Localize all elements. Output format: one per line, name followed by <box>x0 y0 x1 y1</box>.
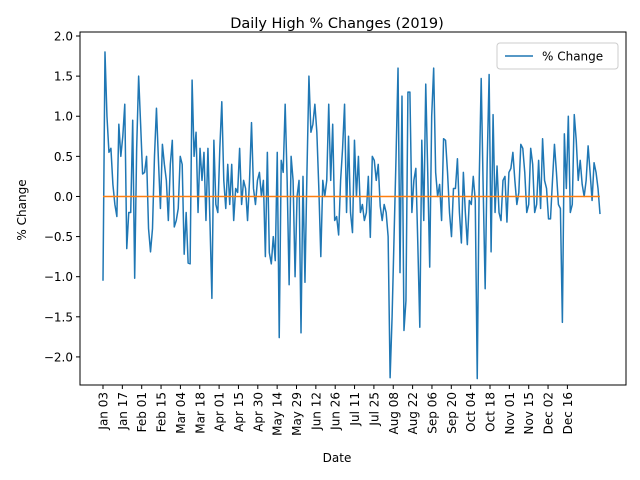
x-tick-label: May 29 <box>290 392 304 436</box>
y-tick-label: 1.5 <box>54 70 73 84</box>
x-tick-label: Sep 06 <box>425 392 439 434</box>
series-layer <box>102 51 601 380</box>
y-axis: 2.0 1.5 1.0 0.5 0.0 −0.5 −1.0 −1.5 −2.0 <box>44 30 80 364</box>
x-tick-label: Nov 01 <box>503 392 517 435</box>
legend-label: % Change <box>542 50 603 64</box>
x-tick-label: Aug 08 <box>387 392 401 435</box>
x-tick-label: Apr 30 <box>251 392 265 432</box>
x-tick-label: Oct 18 <box>484 392 498 432</box>
x-tick-label: Oct 04 <box>464 392 478 432</box>
x-tick-label: Aug 22 <box>406 392 420 435</box>
x-tick-label: Sep 20 <box>445 392 459 434</box>
y-tick-label: −2.0 <box>44 350 73 364</box>
y-tick-label: −1.5 <box>44 310 73 324</box>
y-tick-label: 0.5 <box>54 150 73 164</box>
y-axis-label: % Change <box>15 179 29 240</box>
x-tick-label: Feb 15 <box>155 392 169 432</box>
plot-area: 2.01.51.00.50.0−0.5−1.0−1.5−2.0 Jan 03 Ja… <box>44 30 627 436</box>
series-line-percent-change <box>102 51 601 380</box>
x-tick-label: Mar 18 <box>193 392 207 434</box>
x-tick-label: Mar 04 <box>174 392 188 434</box>
x-tick-label: Jun 12 <box>309 392 323 431</box>
chart-title: Daily High % Changes (2019) <box>230 16 444 32</box>
legend: % Change <box>496 42 619 70</box>
legend-box <box>496 42 619 70</box>
y-tick-label: 1.0 <box>54 110 73 124</box>
y-tick-label: −0.5 <box>44 230 73 244</box>
y-tick-label: 2.0 <box>54 30 73 44</box>
x-tick-label: Apr 15 <box>232 392 246 432</box>
y-tick-label: 0.0 <box>54 190 73 204</box>
x-axis-label: Date <box>323 451 352 465</box>
x-axis: Jan 03 Jan 17 Feb 01 Feb 15 Mar 04 Mar 18 Apr … <box>97 385 575 436</box>
x-tick-label: Jan 03 <box>97 392 111 431</box>
x-tick-label: Jul 25 <box>367 392 381 427</box>
x-tick-label: May 14 <box>271 392 285 436</box>
x-tick-label: Dec 16 <box>561 392 575 434</box>
plot-frame <box>79 31 627 386</box>
x-tick-label: Apr 01 <box>213 392 227 432</box>
x-tick-label: Nov 15 <box>522 392 536 435</box>
x-tick-label: Feb 01 <box>135 392 149 432</box>
x-tick-label: Jun 26 <box>329 392 343 431</box>
y-tick-label: −1.0 <box>44 270 73 284</box>
x-tick-label: Jan 17 <box>116 392 130 431</box>
x-tick-label: Dec 02 <box>542 392 556 434</box>
x-tick-label: Jul 11 <box>348 392 362 427</box>
